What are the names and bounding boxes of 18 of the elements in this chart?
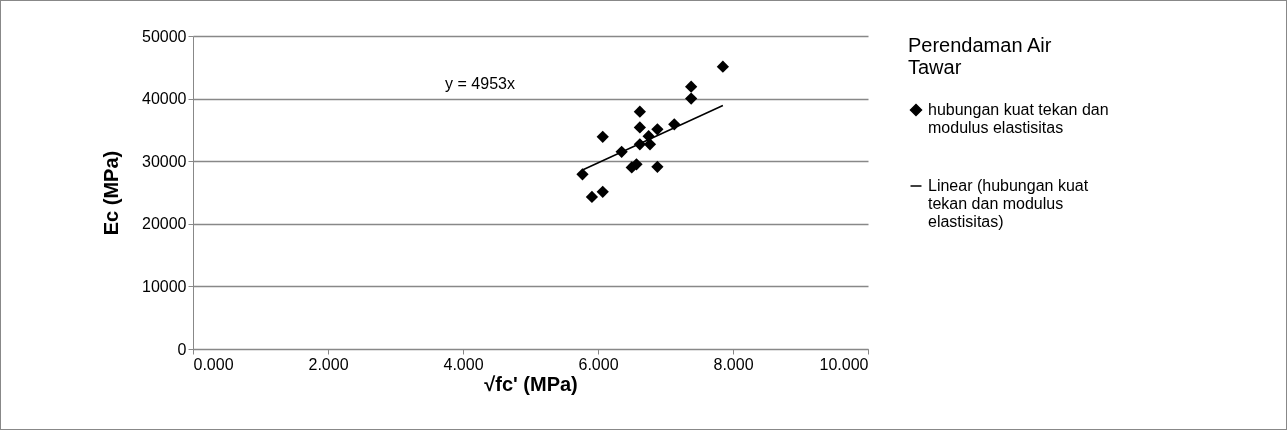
y-tick-label: 30000 <box>142 152 187 170</box>
y-tick-label: 40000 <box>142 90 187 108</box>
y-tick-label: 20000 <box>142 215 187 233</box>
annotation: y = 4953x <box>445 75 515 92</box>
y-tick-label: 10000 <box>142 277 187 295</box>
x-tick-label: 10.000 <box>819 355 869 373</box>
legend-label: Linear (hubungan kuat tekan dan modulus elastisitas) <box>928 177 1089 230</box>
y-tick-label: 50000 <box>142 27 187 45</box>
x-tick-label: 6.000 <box>578 355 619 373</box>
legend-title: Perendaman Air Tawar <box>908 34 1052 78</box>
x-axis-title: √fc' (MPa) <box>484 372 578 395</box>
x-tick-label: 2.000 <box>308 355 349 373</box>
y-axis-title: Ec (MPa) <box>100 150 123 236</box>
y-tick-label: 0 <box>177 340 187 358</box>
x-tick-label: 4.000 <box>443 355 484 373</box>
x-tick-label: 8.000 <box>713 355 754 373</box>
legend-label: hubungan kuat tekan dan modulus elastisitas <box>928 101 1109 136</box>
x-tick-label: 0.000 <box>193 355 234 373</box>
